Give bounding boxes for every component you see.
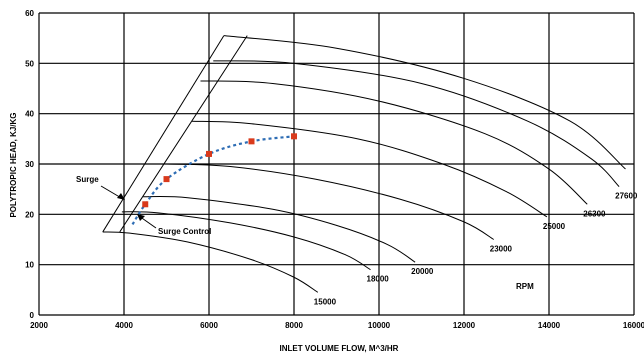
speed-curve	[143, 195, 416, 263]
y-tick-label: 10	[25, 261, 34, 270]
surge-control-annotation: Surge Control	[137, 214, 211, 236]
x-tick-label: 16000	[623, 321, 644, 330]
speed-curve-label: 25000	[543, 222, 566, 231]
speed-curve-label: 18000	[367, 275, 390, 284]
speed-curve	[121, 211, 371, 271]
speed-curve-label: 15000	[314, 297, 337, 306]
speed-curve-label: 23000	[490, 245, 513, 254]
x-tick-label: 12000	[453, 321, 476, 330]
control-point	[142, 201, 149, 208]
y-tick-label: 60	[25, 9, 34, 18]
speed-curve-label: 20000	[411, 267, 434, 276]
x-tick-label: 14000	[538, 321, 561, 330]
x-tick-labels: 2000 4000 6000 8000 10000 12000 14000 16000	[30, 321, 644, 330]
speed-curve	[200, 80, 588, 205]
speed-curve	[223, 35, 626, 170]
surge-control-label: Surge Control	[158, 227, 211, 236]
surge-annotation: Surge	[76, 175, 125, 200]
speed-curve-label: 26300	[583, 209, 606, 218]
x-axis-title: INLET VOLUME FLOW, M^3/HR	[280, 344, 399, 353]
gridlines	[38, 12, 635, 316]
x-tick-label: 4000	[115, 321, 133, 330]
control-point	[248, 138, 255, 145]
control-point	[206, 150, 212, 157]
surge-line	[102, 35, 225, 233]
speed-curve	[191, 120, 548, 218]
speed-curve	[213, 60, 620, 188]
speed-labels: 15000 18000 20000 23000 25000 26300 27600	[314, 192, 638, 307]
control-point	[291, 133, 297, 140]
y-axis-title: POLYTROPIC HEAD, KJ/KG	[9, 112, 18, 217]
surge-control-line	[119, 35, 248, 233]
control-point	[163, 176, 170, 183]
surge-arrow-head	[117, 193, 125, 200]
speed-curve	[102, 231, 319, 293]
surge-label: Surge	[76, 175, 99, 184]
rpm-label: RPM	[516, 282, 534, 291]
y-tick-label: 20	[25, 210, 34, 219]
x-tick-label: 8000	[285, 321, 303, 330]
x-tick-label: 2000	[30, 321, 48, 330]
x-tick-label: 10000	[368, 321, 391, 330]
y-tick-label: 50	[25, 59, 34, 68]
y-tick-label: 30	[25, 160, 34, 169]
surge-control-series	[131, 133, 297, 225]
surge-control-arrow-head	[137, 214, 145, 221]
speed-curves	[102, 35, 626, 293]
surge-control-dotted-line	[131, 135, 295, 225]
y-tick-label: 40	[25, 110, 34, 119]
y-tick-labels: 0 10 20 30 40 50 60	[25, 9, 34, 320]
y-tick-label: 0	[30, 311, 35, 320]
speed-curve-label: 27600	[615, 192, 638, 201]
speed-curve	[166, 163, 495, 240]
x-tick-label: 6000	[200, 321, 218, 330]
